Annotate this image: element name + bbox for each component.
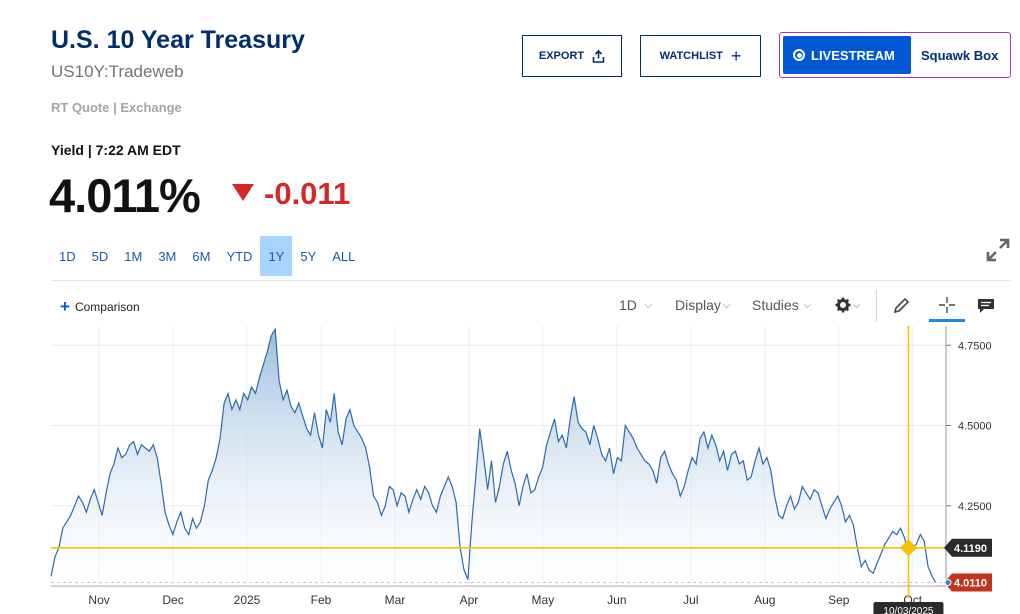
x-tick-label: Nov xyxy=(88,593,109,607)
x-tick-label: Aug xyxy=(754,593,775,607)
range-all[interactable]: ALL xyxy=(332,248,356,264)
x-tick-label: May xyxy=(532,593,555,607)
crosshair-date-tag xyxy=(873,602,944,614)
price-change: -0.011 xyxy=(264,176,351,211)
range-ytd[interactable]: YTD xyxy=(226,248,253,264)
y-tick-label: 4.7500 xyxy=(958,340,992,352)
y-tick-label: 4.5000 xyxy=(958,421,992,433)
x-tick-label: Feb xyxy=(311,593,332,607)
squawk-box-link[interactable]: Squawk Box xyxy=(921,47,999,63)
settings-dropdown[interactable]: ⌵ xyxy=(835,297,861,313)
range-3m[interactable]: 3M xyxy=(158,248,177,264)
x-tick-label: Jul xyxy=(683,593,698,607)
x-tick-label: Apr xyxy=(460,593,479,607)
chevron-down-icon: ⌵ xyxy=(638,299,653,311)
watchlist-label: WATCHLIST xyxy=(659,50,723,62)
page-title: U.S. 10 Year Treasury xyxy=(51,26,305,54)
toolbar-separator xyxy=(876,290,877,322)
expand-icon[interactable] xyxy=(984,236,1012,264)
export-button[interactable]: EXPORT xyxy=(522,35,622,77)
plus-icon: + xyxy=(60,297,70,316)
last-price: 4.011% xyxy=(49,169,201,222)
crosshair-value-label: 4.1190 xyxy=(954,543,987,555)
crosshair-marker xyxy=(899,539,917,557)
export-label: EXPORT xyxy=(538,50,585,62)
range-5d[interactable]: 5D xyxy=(91,248,109,264)
last-value-label: 4.0110 xyxy=(954,577,987,589)
last-value-dot xyxy=(944,578,952,586)
chevron-down-icon: ⌵ xyxy=(853,299,861,311)
divider xyxy=(51,280,1011,281)
range-1d[interactable]: 1D xyxy=(59,248,76,264)
yield-timestamp: Yield | 7:22 AM EDT xyxy=(51,142,181,158)
studies-dropdown[interactable]: Studies ⌵ xyxy=(752,297,811,313)
range-6m[interactable]: 6M xyxy=(192,248,211,264)
comparison-button[interactable]: + Comparison xyxy=(60,298,140,315)
interval-label: 1D xyxy=(619,297,637,313)
range-5y[interactable]: 5Y xyxy=(300,248,317,264)
studies-label: Studies xyxy=(752,297,799,313)
range-1m[interactable]: 1M xyxy=(124,248,143,264)
comparison-label: Comparison xyxy=(74,299,140,314)
interval-dropdown[interactable]: 1D ⌵ xyxy=(619,297,652,313)
time-range-tabs: 1D 5D 1M 3M 6M YTD 1Y 5Y ALL xyxy=(51,236,363,276)
yield-chart[interactable]: 4.7500 4.5000 4.2500 Nov Dec 2025 Feb Mar Apr May… xyxy=(0,326,1020,614)
yield-area xyxy=(51,329,936,586)
symbol-label: US10Y:Tradeweb xyxy=(51,62,184,81)
display-label: Display xyxy=(675,297,721,313)
gear-icon xyxy=(835,297,851,313)
range-1y[interactable]: 1Y xyxy=(260,236,293,276)
x-tick-label: Dec xyxy=(162,593,183,607)
x-tick-label: 2025 xyxy=(234,593,261,607)
x-tick-label: Sep xyxy=(828,593,850,607)
comment-icon xyxy=(978,299,994,313)
draw-tool-button[interactable] xyxy=(883,290,919,322)
yield-line xyxy=(50,327,937,584)
last-value-tag xyxy=(944,573,992,592)
down-arrow-icon xyxy=(232,184,254,201)
livestream-label: LIVESTREAM xyxy=(811,47,895,63)
rt-quote-label: RT Quote | Exchange xyxy=(51,100,182,115)
watchlist-button[interactable]: WATCHLIST + xyxy=(640,35,761,77)
plus-icon: + xyxy=(730,46,742,66)
y-tick-label: 4.2500 xyxy=(958,501,992,513)
crosshair-tool-button[interactable] xyxy=(929,290,965,322)
livestream-widget: LIVESTREAM Squawk Box xyxy=(779,32,1011,78)
chevron-down-icon: ⌵ xyxy=(722,299,731,311)
chevron-down-icon: ⌵ xyxy=(800,299,812,311)
x-tick-label: Jun xyxy=(607,593,626,607)
share-icon xyxy=(592,49,605,63)
live-dot-icon xyxy=(793,49,805,61)
display-dropdown[interactable]: Display ⌵ xyxy=(675,297,731,313)
crosshair-icon xyxy=(939,296,955,313)
annotation-tool-button[interactable] xyxy=(968,290,1004,322)
livestream-button[interactable]: LIVESTREAM xyxy=(783,36,911,74)
pencil-icon xyxy=(893,297,910,314)
crosshair-date-label: 10/03/2025 xyxy=(883,606,933,614)
crosshair-value-tag xyxy=(944,538,992,557)
x-tick-label: Mar xyxy=(385,593,406,607)
